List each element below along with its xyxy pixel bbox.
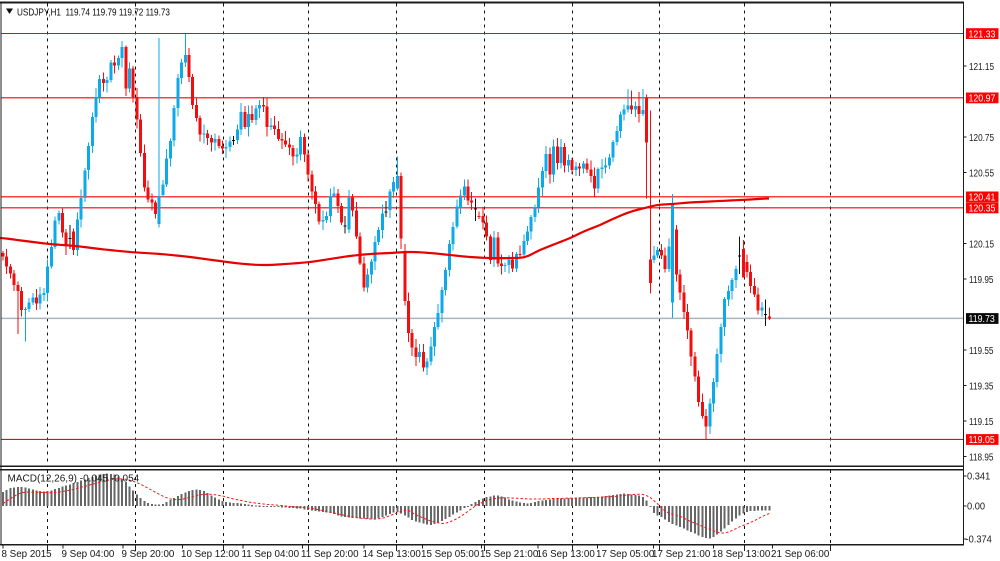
svg-text:119.15: 119.15 [969, 415, 993, 427]
svg-text:120.35: 120.35 [969, 203, 996, 215]
svg-text:118.95: 118.95 [969, 450, 993, 462]
svg-text:119.73: 119.73 [969, 314, 995, 326]
svg-text:9 Sep 04:00: 9 Sep 04:00 [62, 549, 115, 560]
svg-text:15 Sep 05:00: 15 Sep 05:00 [421, 549, 480, 560]
svg-text:119.95: 119.95 [969, 273, 993, 285]
svg-text:120.55: 120.55 [969, 166, 994, 178]
svg-text:MACD(12,26,9) -0.045 -0.054: MACD(12,26,9) -0.045 -0.054 [8, 474, 140, 485]
svg-text:120.97: 120.97 [969, 93, 996, 105]
svg-text:11 Sep 20:00: 11 Sep 20:00 [301, 549, 359, 560]
svg-text:0.341: 0.341 [967, 471, 990, 482]
svg-text:120.41: 120.41 [969, 192, 996, 204]
svg-text:15 Sep 21:00: 15 Sep 21:00 [480, 549, 539, 560]
svg-text:16 Sep 13:00: 16 Sep 13:00 [537, 549, 596, 560]
svg-text:121.33: 121.33 [969, 29, 996, 41]
svg-text:8 Sep 2015: 8 Sep 2015 [2, 549, 53, 560]
svg-text:17 Sep 05:00: 17 Sep 05:00 [596, 549, 655, 560]
svg-text:9 Sep 20:00: 9 Sep 20:00 [122, 549, 175, 560]
svg-text:17 Sep 21:00: 17 Sep 21:00 [652, 549, 711, 560]
svg-text:USDJPY,H1 119.74 119.79 119.7: USDJPY,H1 119.74 119.79 119.72 119.73 [17, 5, 170, 17]
svg-text:119.35: 119.35 [969, 379, 993, 391]
svg-text:-0.374: -0.374 [966, 534, 993, 545]
svg-text:18 Sep 13:00: 18 Sep 13:00 [712, 549, 771, 560]
svg-text:120.75: 120.75 [969, 131, 994, 143]
svg-text:21 Sep 06:00: 21 Sep 06:00 [771, 549, 830, 560]
svg-text:119.55: 119.55 [969, 344, 993, 356]
svg-text:10 Sep 12:00: 10 Sep 12:00 [181, 549, 240, 560]
svg-text:0.00: 0.00 [967, 501, 985, 512]
svg-text:120.15: 120.15 [969, 237, 994, 249]
svg-text:11 Sep 04:00: 11 Sep 04:00 [242, 549, 300, 560]
svg-text:14 Sep 13:00: 14 Sep 13:00 [363, 549, 422, 560]
svg-text:121.15: 121.15 [969, 60, 994, 72]
svg-text:119.05: 119.05 [969, 435, 995, 447]
